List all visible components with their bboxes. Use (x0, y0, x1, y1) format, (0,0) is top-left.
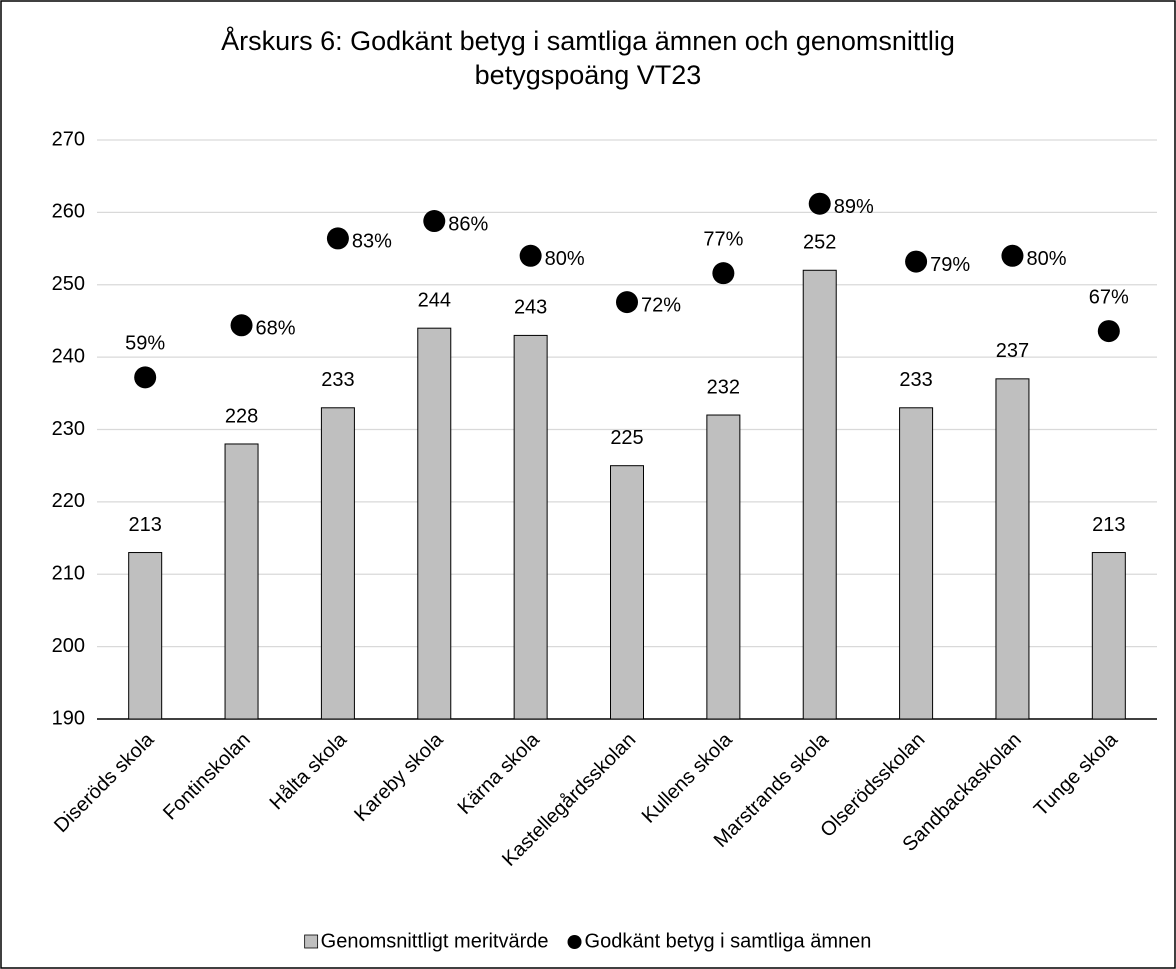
dot (1001, 244, 1024, 267)
dot (134, 366, 157, 389)
dot-value-label: 80% (1026, 248, 1066, 270)
dot (230, 314, 253, 337)
dot-value-label: 86% (448, 213, 488, 235)
dot (1097, 320, 1120, 343)
dot-value-label: 67% (1089, 286, 1129, 308)
legend-swatch (304, 934, 319, 949)
dot-value-label: 89% (834, 196, 874, 218)
bar-value-label: 237 (996, 340, 1029, 362)
dot (519, 244, 542, 267)
bar-value-label: 244 (418, 289, 451, 311)
dot (808, 192, 831, 215)
bar (995, 378, 1030, 720)
bar-value-label: 228 (225, 405, 258, 427)
legend-label: Genomsnittligt meritvärde (321, 930, 549, 952)
y-tick-label: 240 (52, 345, 85, 367)
bar-value-label: 243 (514, 297, 547, 319)
dot (712, 262, 735, 285)
bar (802, 269, 837, 720)
dot-value-label: 59% (125, 333, 165, 355)
bar (417, 327, 452, 720)
y-tick-label: 270 (52, 128, 85, 150)
bar-value-label: 252 (803, 232, 836, 254)
dot-value-label: 68% (256, 318, 296, 340)
y-tick-label: 190 (52, 707, 85, 729)
dot (905, 250, 928, 273)
bar (513, 334, 548, 720)
bar-value-label: 213 (1092, 514, 1125, 536)
dot-value-label: 80% (545, 248, 585, 270)
legend-label: Godkänt betyg i samtliga ämnen (585, 930, 872, 952)
dot (326, 227, 349, 250)
bar (610, 465, 644, 720)
bar (320, 407, 355, 720)
y-tick-label: 250 (52, 273, 85, 295)
bar (1091, 552, 1126, 720)
bar (128, 552, 163, 720)
dot-value-label: 83% (352, 231, 392, 253)
dot-value-label: 79% (930, 254, 970, 276)
bar-value-label: 233 (899, 369, 932, 391)
bar-value-label: 213 (128, 514, 161, 536)
legend-swatch (567, 935, 582, 949)
bar (224, 443, 259, 720)
bar-value-label: 232 (707, 376, 740, 398)
dot-value-label: 77% (703, 228, 743, 250)
chart-title: Årskurs 6: Godkänt betyg i samtliga ämne… (221, 26, 955, 90)
bar-value-label: 233 (321, 369, 354, 391)
y-tick-label: 230 (52, 418, 85, 440)
y-tick-label: 260 (52, 201, 85, 223)
dot (616, 291, 638, 314)
bar-value-label: 225 (610, 427, 643, 449)
y-tick-label: 220 (52, 490, 85, 512)
bar (706, 414, 741, 720)
dot-value-label: 72% (641, 294, 681, 316)
y-tick-label: 200 (52, 635, 85, 657)
bar (899, 407, 934, 720)
y-tick-label: 210 (52, 563, 85, 585)
dot (423, 210, 446, 233)
